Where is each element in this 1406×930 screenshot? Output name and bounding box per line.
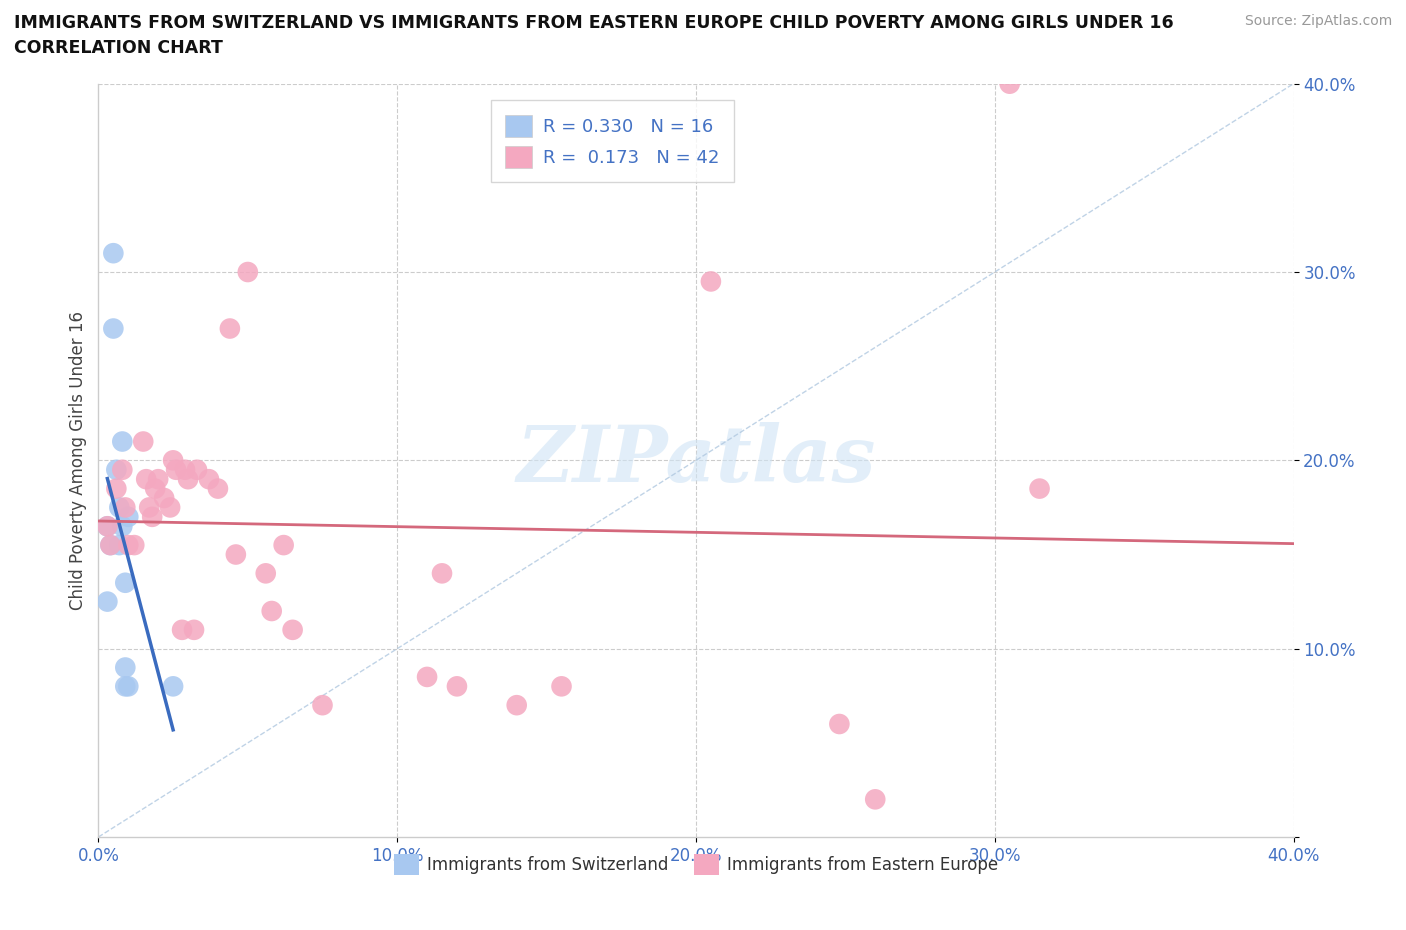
Point <box>108 500 131 515</box>
Point <box>506 698 529 712</box>
Point <box>311 698 333 712</box>
Point <box>159 500 181 515</box>
Point <box>236 264 259 279</box>
Point <box>96 519 118 534</box>
Text: Source: ZipAtlas.com: Source: ZipAtlas.com <box>1244 14 1392 28</box>
Point <box>103 321 125 336</box>
Point <box>98 538 122 552</box>
Point <box>273 538 295 552</box>
Point <box>96 519 118 534</box>
Point <box>430 565 453 580</box>
Y-axis label: Child Poverty Among Girls Under 16: Child Poverty Among Girls Under 16 <box>69 311 87 610</box>
Point <box>207 481 229 496</box>
Point <box>172 622 194 637</box>
Point <box>446 679 468 694</box>
Point <box>114 679 136 694</box>
Text: CORRELATION CHART: CORRELATION CHART <box>14 39 224 57</box>
Text: IMMIGRANTS FROM SWITZERLAND VS IMMIGRANTS FROM EASTERN EUROPE CHILD POVERTY AMON: IMMIGRANTS FROM SWITZERLAND VS IMMIGRANT… <box>14 14 1174 32</box>
Point <box>416 670 439 684</box>
Point <box>114 660 136 675</box>
Legend: Immigrants from Switzerland, Immigrants from Eastern Europe: Immigrants from Switzerland, Immigrants … <box>387 848 1005 882</box>
Point <box>111 434 134 449</box>
Point <box>162 679 184 694</box>
Point <box>177 472 200 486</box>
Point <box>828 717 851 732</box>
Point <box>105 462 128 477</box>
Point <box>219 321 242 336</box>
Point <box>117 510 139 525</box>
Point <box>1028 481 1050 496</box>
Point <box>141 510 163 525</box>
Point <box>124 538 146 552</box>
Point <box>183 622 205 637</box>
Point <box>148 472 170 486</box>
Point <box>132 434 155 449</box>
Text: ZIPatlas: ZIPatlas <box>516 422 876 498</box>
Point <box>260 604 283 618</box>
Point <box>114 576 136 591</box>
Point <box>254 565 277 580</box>
Point <box>550 679 572 694</box>
Point <box>153 491 176 506</box>
Point <box>138 500 160 515</box>
Point <box>105 481 128 496</box>
Point <box>117 679 139 694</box>
Point <box>108 538 131 552</box>
Point <box>174 462 197 477</box>
Point <box>103 246 125 260</box>
Point <box>281 622 304 637</box>
Point <box>135 472 157 486</box>
Point <box>96 594 118 609</box>
Point <box>865 792 887 807</box>
Point <box>165 462 187 477</box>
Point <box>143 481 166 496</box>
Point <box>198 472 221 486</box>
Point <box>111 519 134 534</box>
Point <box>700 274 723 289</box>
Point <box>117 538 139 552</box>
Point <box>114 500 136 515</box>
Point <box>225 547 247 562</box>
Point <box>998 76 1021 91</box>
Point <box>162 453 184 468</box>
Point <box>186 462 208 477</box>
Point <box>111 462 134 477</box>
Point <box>98 538 122 552</box>
